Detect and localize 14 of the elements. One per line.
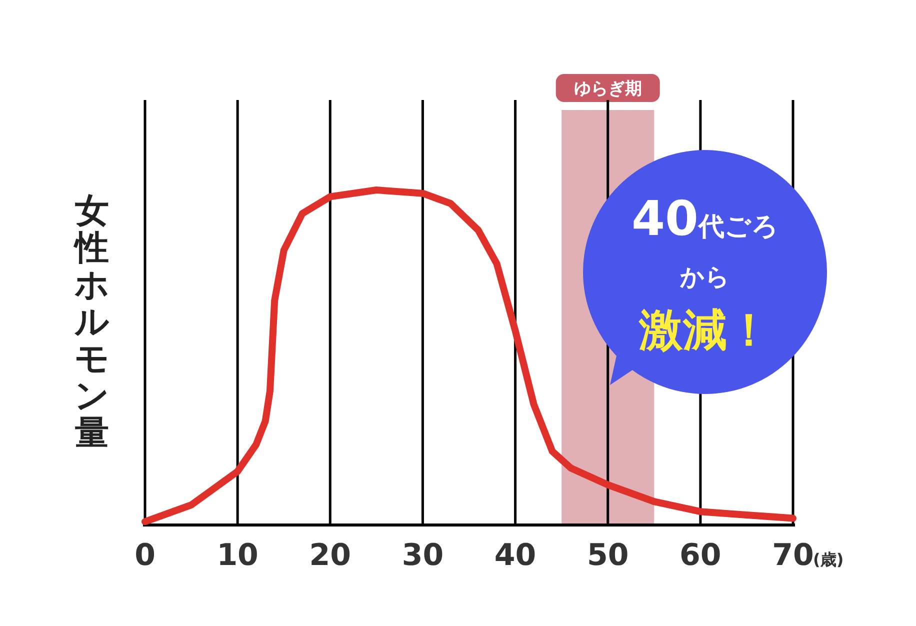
annotation: から [679, 263, 730, 291]
band-label: ゆらぎ期 [574, 79, 642, 99]
y-axis-title: 女性ホルモン量 [73, 191, 110, 453]
x-tick-label: 60 [680, 538, 722, 573]
x-tick-label: 50 [586, 538, 629, 573]
annotation: 激減！ [638, 305, 771, 356]
x-tick-label: 20 [309, 538, 352, 573]
x-tick-label: 70 [772, 538, 814, 573]
x-tick-label: 10 [216, 538, 258, 573]
x-tick-label: 30 [402, 538, 444, 573]
x-tick-label: 40 [494, 538, 536, 573]
x-tick-label: 0 [134, 538, 156, 573]
x-axis-title: (歳) [813, 550, 844, 569]
annotation: 40代ごろ [632, 191, 778, 247]
